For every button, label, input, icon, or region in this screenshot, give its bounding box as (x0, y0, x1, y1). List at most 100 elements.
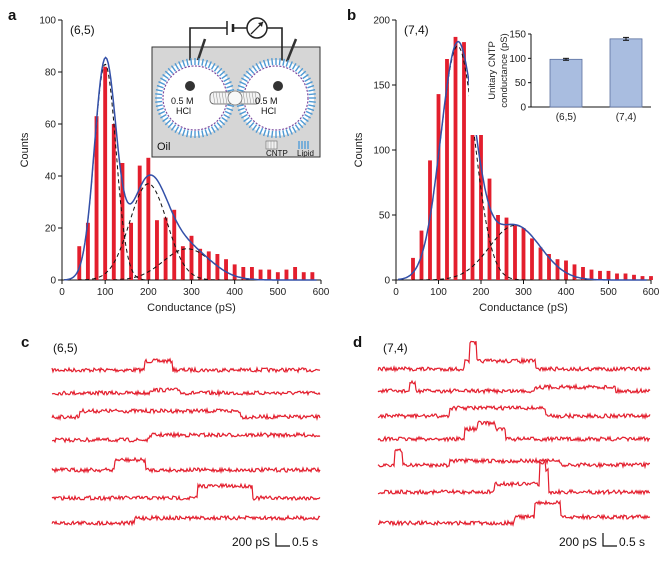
current-trace (377, 420, 651, 443)
histogram-bar (606, 270, 611, 280)
histogram-bar (555, 259, 560, 280)
histogram-7-4: 0 100 200 300 400 500 600050100150200Conductan… (353, 16, 660, 315)
y-tick-label: 100 (373, 146, 390, 157)
histogram-bar (189, 235, 194, 280)
histogram-bar (249, 267, 254, 280)
y-tick-label: 0 (50, 276, 56, 287)
x-tick-label: 600 (313, 287, 330, 298)
inset-y-tick-label: 150 (509, 30, 526, 41)
histogram-bar (103, 66, 108, 280)
cntp-hatch-line (224, 91, 228, 105)
y-tick-label: 80 (45, 68, 57, 79)
histogram-bar (470, 91, 475, 280)
x-tick-label: 0 (393, 287, 399, 298)
y-tick-label: 200 (373, 16, 390, 27)
inset-bar (549, 58, 583, 108)
cntp-icon (209, 90, 261, 106)
histogram-bar (564, 260, 568, 280)
inset-y-label-line2: conductance (pS) (499, 33, 510, 107)
histogram-bar (163, 217, 168, 280)
inset-category-label: (6,5) (556, 112, 577, 123)
x-tick-label: 500 (269, 287, 286, 298)
histogram-bar (496, 215, 500, 280)
current-trace (377, 379, 651, 395)
current-trace (51, 357, 321, 375)
current-traces-7-4 (377, 340, 651, 527)
histogram-bar (267, 269, 272, 280)
histogram-6-5: 0 100 200 300 400 500 600 0 20 40 60 80 100 Conductan… (19, 16, 330, 315)
histogram-bar (453, 36, 458, 281)
histogram-bar (513, 225, 517, 280)
x-axis-label: Conductance (pS) (147, 302, 236, 314)
histogram-bar (258, 269, 263, 280)
cntp-hatch-line (221, 91, 225, 105)
histogram-bar (649, 276, 653, 280)
histogram-bar (77, 246, 82, 280)
current-trace (377, 404, 651, 420)
histogram-bar (445, 59, 449, 280)
cntp-hatch-line (245, 91, 249, 105)
ammeter-icon (246, 17, 268, 39)
y-tick-label: 150 (373, 81, 390, 92)
histogram-bar (224, 259, 228, 280)
current-trace (51, 514, 321, 527)
left-droplet-lipids (155, 58, 235, 138)
histogram-bar (215, 254, 220, 280)
current-trace (377, 448, 651, 470)
scale-bar-c-current: 200 pS (232, 535, 270, 549)
legend-lipid-label: Lipid (297, 149, 314, 158)
histogram-bar (632, 274, 636, 280)
histogram-bar (275, 272, 280, 280)
y-tick-label: 50 (379, 211, 391, 222)
cntp-hatch-line (242, 91, 246, 105)
current-traces-6-5 (51, 357, 321, 527)
y-tick-label: 100 (39, 16, 56, 27)
histogram-bar (462, 42, 466, 280)
legend-lipid (298, 141, 309, 149)
trace-label-c: (6,5) (53, 341, 78, 355)
current-trace (377, 458, 650, 496)
right-solution-acid: HCl (261, 106, 276, 116)
histogram-bar (129, 222, 134, 280)
x-axis-label: Conductance (pS) (479, 302, 568, 314)
cntp-hatch-line (212, 91, 216, 105)
cntp-hatch-line (218, 91, 222, 105)
histogram-bar (572, 264, 577, 280)
x-tick-label: 400 (558, 287, 575, 298)
x-tick-label: 500 (600, 287, 617, 298)
inset-y-tick-label: 50 (515, 78, 527, 89)
right-solution-conc: 0.5 M (255, 96, 278, 106)
histogram-bar (589, 269, 594, 280)
left-solution-acid: HCl (176, 106, 191, 116)
cntp-hatch-line (254, 91, 258, 105)
histogram-bar (137, 165, 142, 280)
histogram-bar (146, 157, 151, 280)
inset-y-label-line1: Unitary CNTP (487, 41, 498, 100)
cntp-hatch-line (251, 91, 255, 105)
cntp-hatch-line (215, 91, 219, 105)
droplet-lipid-rings (155, 58, 316, 138)
panel-label-a: a (8, 7, 17, 24)
current-trace (52, 430, 321, 444)
histogram-bar (310, 272, 315, 280)
battery-icon (226, 21, 247, 35)
left-solution-conc: 0.5 M (171, 96, 194, 106)
current-trace (51, 482, 321, 502)
unitary-conductance-inset: 0 50 100 150 (6,5) (7,4) Unitary CNTP conductan… (469, 19, 658, 135)
legend-cntp-label: CNTP (266, 149, 288, 158)
histogram-bar (241, 267, 246, 280)
histogram-bar (640, 276, 645, 280)
inset-y-tick-label: 0 (520, 103, 526, 114)
inset-y-tick-label: 100 (509, 54, 526, 65)
histogram-bar (530, 238, 534, 280)
panel-label-d: d (353, 334, 362, 351)
total-fit-curve (64, 56, 317, 281)
left-electrode-tip (185, 81, 195, 91)
gaussian-component-curve (398, 45, 647, 281)
x-tick-label: 100 (97, 287, 114, 298)
y-axis-label: Counts (19, 132, 31, 167)
y-tick-label: 20 (45, 224, 57, 235)
total-fit-curve (397, 40, 647, 281)
y-axis-label: Counts (353, 132, 365, 167)
histogram-bar (581, 267, 585, 280)
